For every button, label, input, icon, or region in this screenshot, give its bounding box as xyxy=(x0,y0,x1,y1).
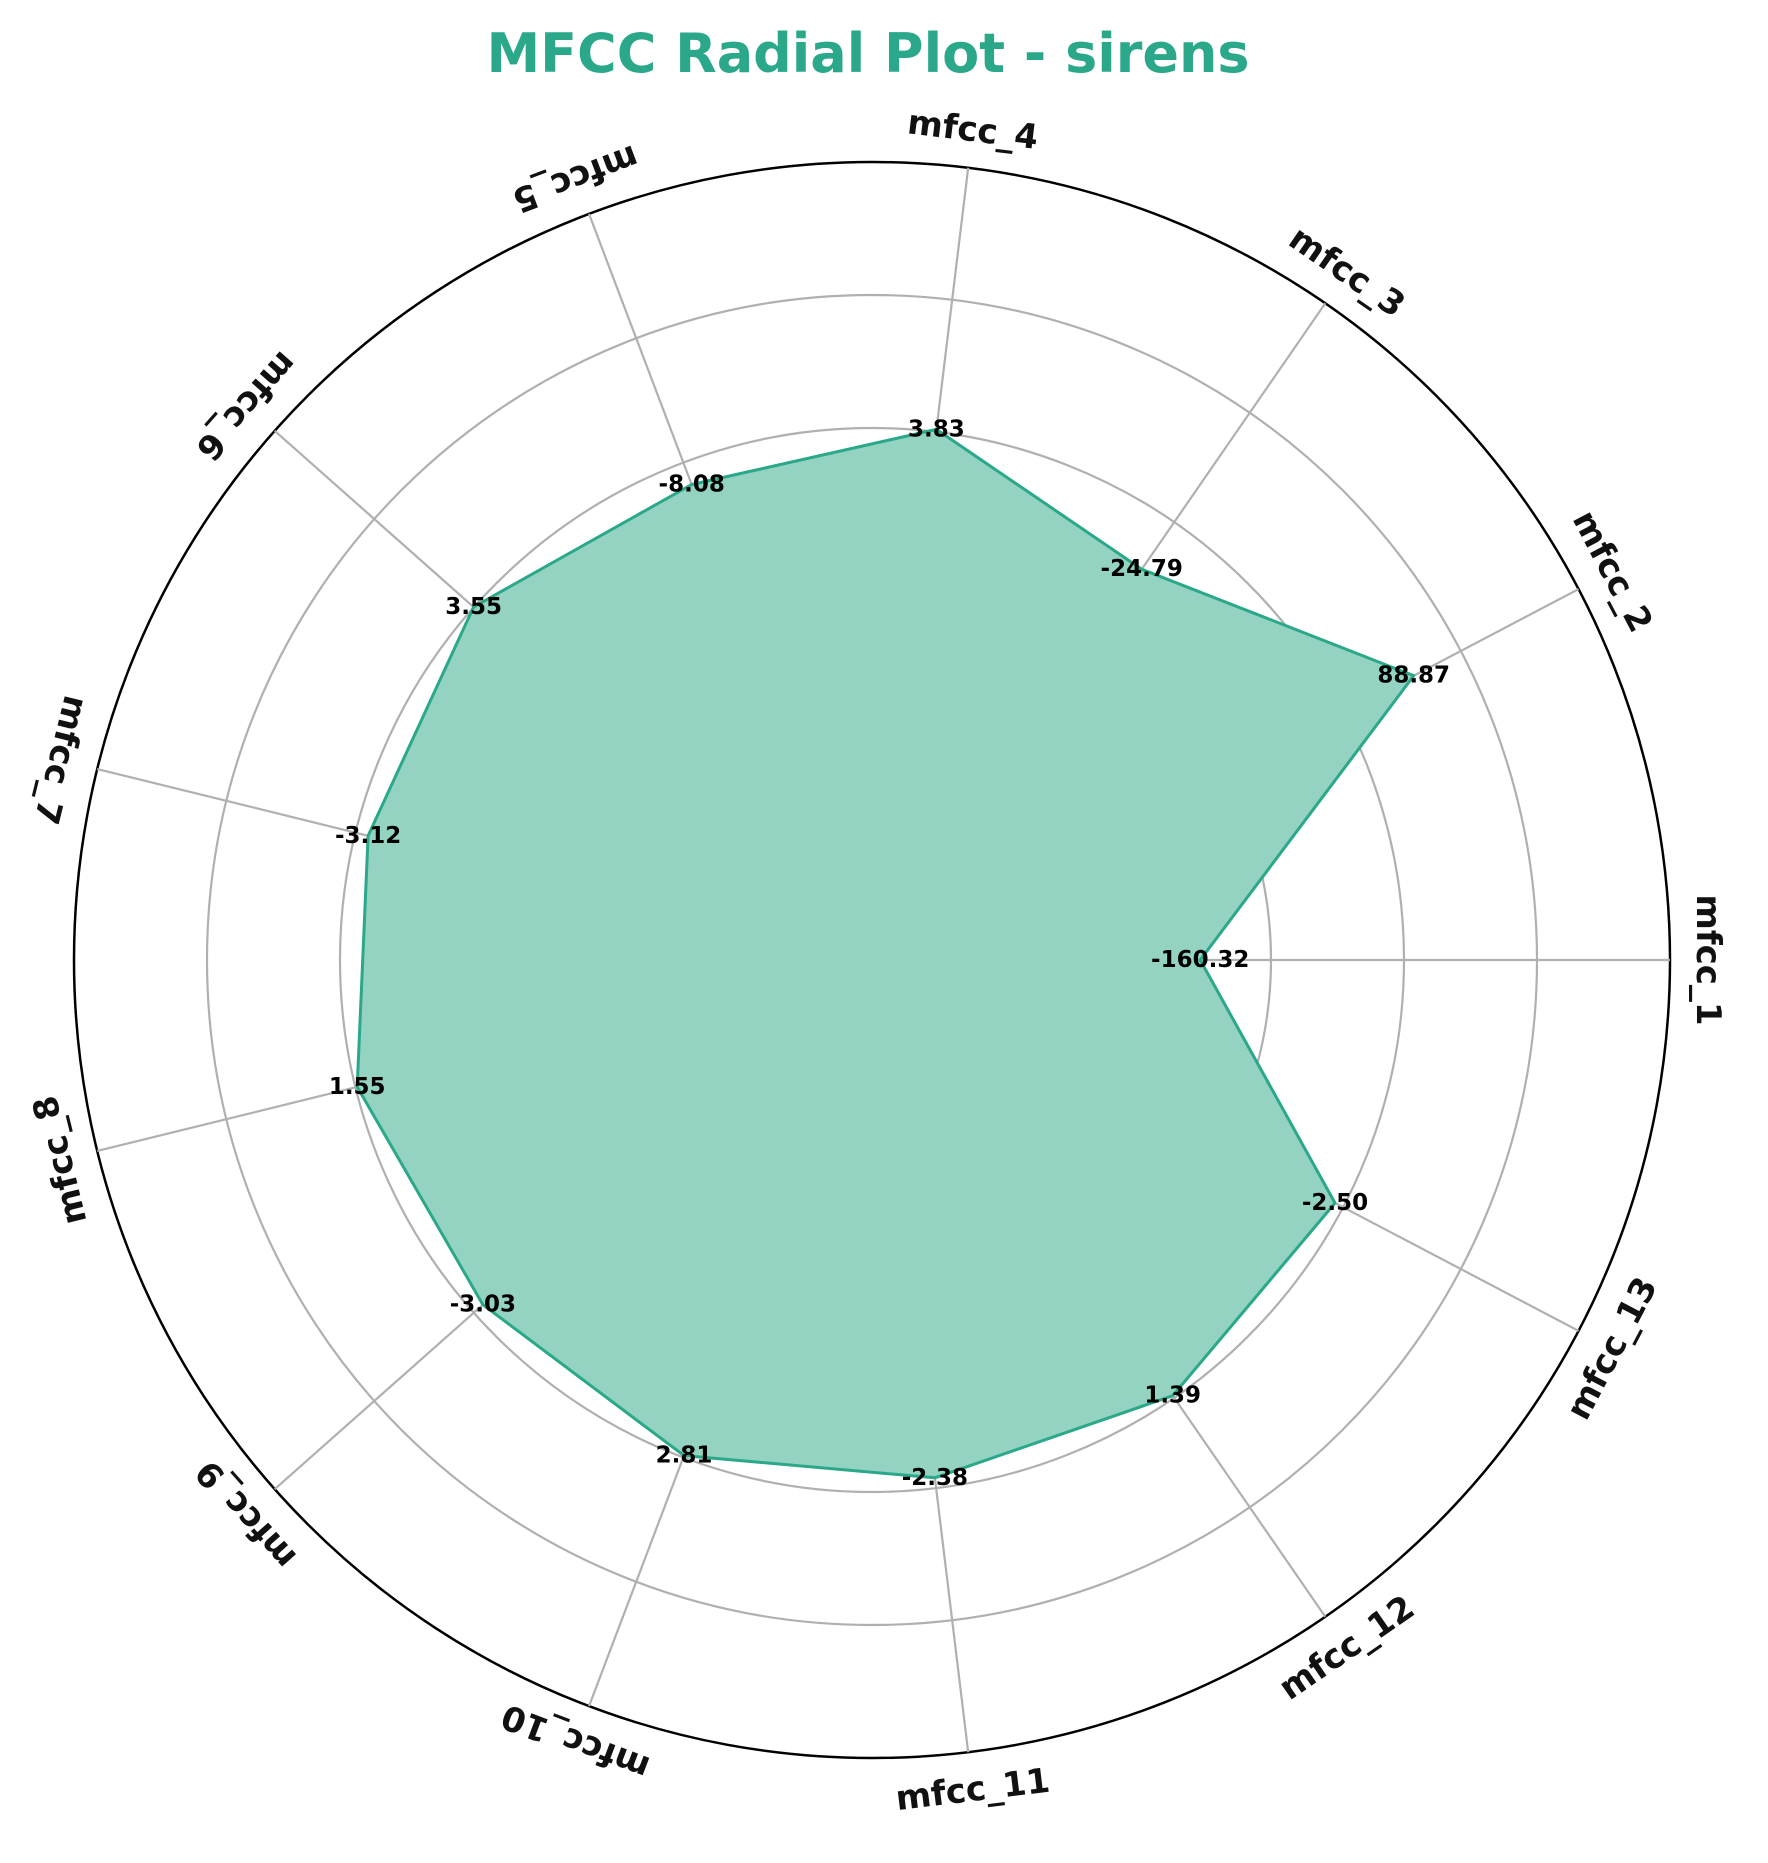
value-label-mfcc_5: -8.08 xyxy=(659,472,725,498)
value-label-mfcc_8: 1.55 xyxy=(329,1074,386,1100)
axis-label-mfcc_1: mfcc_1 xyxy=(1688,894,1728,1025)
value-label-mfcc_1: -160.32 xyxy=(1151,947,1249,973)
axis-label-mfcc_5: mfcc_5 xyxy=(507,136,644,220)
chart-title: MFCC Radial Plot - sirens xyxy=(486,22,1249,85)
value-label-mfcc_12: 1.39 xyxy=(1144,1383,1201,1409)
series xyxy=(357,429,1414,1477)
axis-label-mfcc_13: mfcc_13 xyxy=(1559,1271,1666,1427)
axis-label-mfcc_11: mfcc_11 xyxy=(894,1761,1053,1819)
value-label-mfcc_10: 2.81 xyxy=(656,1443,713,1469)
axis-label-mfcc_6: mfcc_6 xyxy=(188,343,305,468)
axis-label-mfcc_2: mfcc_2 xyxy=(1564,504,1660,639)
axis-label-mfcc_7: mfcc_7 xyxy=(25,691,95,828)
axis-label-mfcc_3: mfcc_3 xyxy=(1282,218,1413,325)
value-label-mfcc_11: -2.38 xyxy=(902,1465,968,1491)
axis-label-mfcc_10: mfcc_10 xyxy=(496,1696,655,1788)
value-label-mfcc_3: -24.79 xyxy=(1101,556,1183,582)
axis-label-mfcc_9: mfcc_9 xyxy=(188,1452,305,1577)
value-label-mfcc_2: 88.87 xyxy=(1377,663,1450,689)
value-label-mfcc_7: -3.12 xyxy=(335,823,401,849)
value-label-mfcc_6: 3.55 xyxy=(445,594,502,620)
value-label-mfcc_9: -3.03 xyxy=(450,1292,516,1318)
value-label-mfcc_4: 3.83 xyxy=(908,416,965,442)
axis-label-mfcc_8: mfcc_8 xyxy=(25,1092,95,1229)
series-area xyxy=(357,429,1414,1477)
value-label-mfcc_13: -2.50 xyxy=(1302,1190,1368,1216)
axis-label-mfcc_12: mfcc_12 xyxy=(1272,1588,1422,1709)
axis-label-mfcc_4: mfcc_4 xyxy=(905,102,1040,158)
